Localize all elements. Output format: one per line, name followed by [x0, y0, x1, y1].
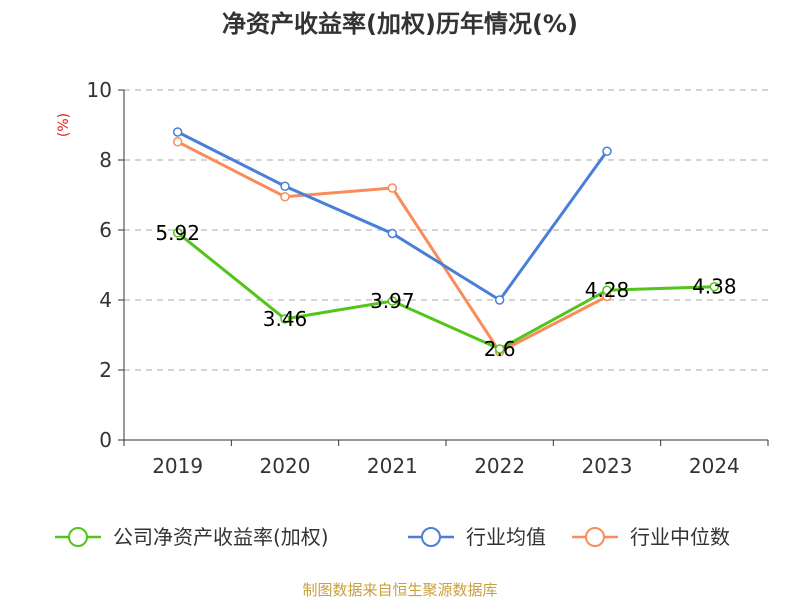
data-point — [602, 146, 612, 156]
grid-lines — [124, 89, 768, 371]
legend-item: 行业中位数 — [572, 525, 730, 549]
source-note: 制图数据来自恒生聚源数据库 — [302, 581, 497, 599]
data-point — [280, 192, 290, 202]
y-tick-label: 6 — [99, 218, 112, 242]
axes: 0 2 4 6 8 10 2019 2020 2021 2022 2023 2024 — [87, 78, 769, 478]
x-tick-label: 2021 — [367, 454, 418, 478]
data-label: 5.92 — [155, 221, 200, 245]
x-tick-label: 2023 — [582, 454, 633, 478]
legend: 公司净资产收益率(加权) 行业均值 行业中位数 — [55, 525, 730, 549]
data-label: 4.38 — [692, 275, 737, 299]
legend-marker — [68, 527, 88, 547]
legend-label: 行业均值 — [466, 525, 546, 549]
data-point — [387, 228, 398, 239]
data-label: 2.6 — [484, 337, 516, 361]
data-label: 3.97 — [370, 289, 415, 313]
data-point — [709, 281, 720, 292]
x-tick-label: 2019 — [152, 454, 203, 478]
x-tick-label: 2022 — [474, 454, 525, 478]
series-lines — [172, 127, 720, 357]
y-tick-label: 4 — [99, 288, 112, 312]
series-公司净资产收益率(加权) — [172, 228, 720, 354]
series-line — [176, 231, 715, 351]
y-tick-label: 8 — [99, 148, 112, 172]
y-tick-label: 0 — [99, 428, 112, 452]
y-tick-label: 10 — [87, 78, 112, 102]
data-point — [494, 295, 505, 305]
series-line — [176, 130, 609, 303]
x-tick-label: 2020 — [260, 454, 311, 478]
data-point — [172, 228, 183, 238]
y-axis-label: (%) — [56, 113, 72, 137]
data-point — [172, 137, 183, 147]
data-label: 4.28 — [585, 278, 630, 302]
data-point — [602, 285, 612, 295]
legend-label: 公司净资产收益率(加权) — [113, 525, 329, 549]
data-point — [172, 127, 183, 137]
data-point — [494, 344, 505, 354]
data-label: 3.46 — [263, 307, 308, 331]
series-行业均值 — [172, 127, 612, 305]
data-point — [387, 183, 398, 193]
legend-marker — [585, 527, 605, 547]
legend-label: 行业中位数 — [630, 525, 730, 549]
series-line — [176, 140, 608, 354]
data-point — [280, 314, 290, 324]
y-tick-label: 2 — [99, 358, 112, 382]
data-point — [280, 181, 290, 191]
legend-item: 行业均值 — [408, 525, 546, 549]
legend-item: 公司净资产收益率(加权) — [55, 525, 329, 549]
data-point — [387, 296, 398, 306]
x-tick-label: 2024 — [689, 454, 740, 478]
legend-marker — [421, 527, 441, 547]
data-labels: 5.92 3.46 3.97 2.6 4.28 4.38 — [155, 221, 736, 361]
chart-title: 净资产收益率(加权)历年情况(%) — [222, 10, 578, 38]
